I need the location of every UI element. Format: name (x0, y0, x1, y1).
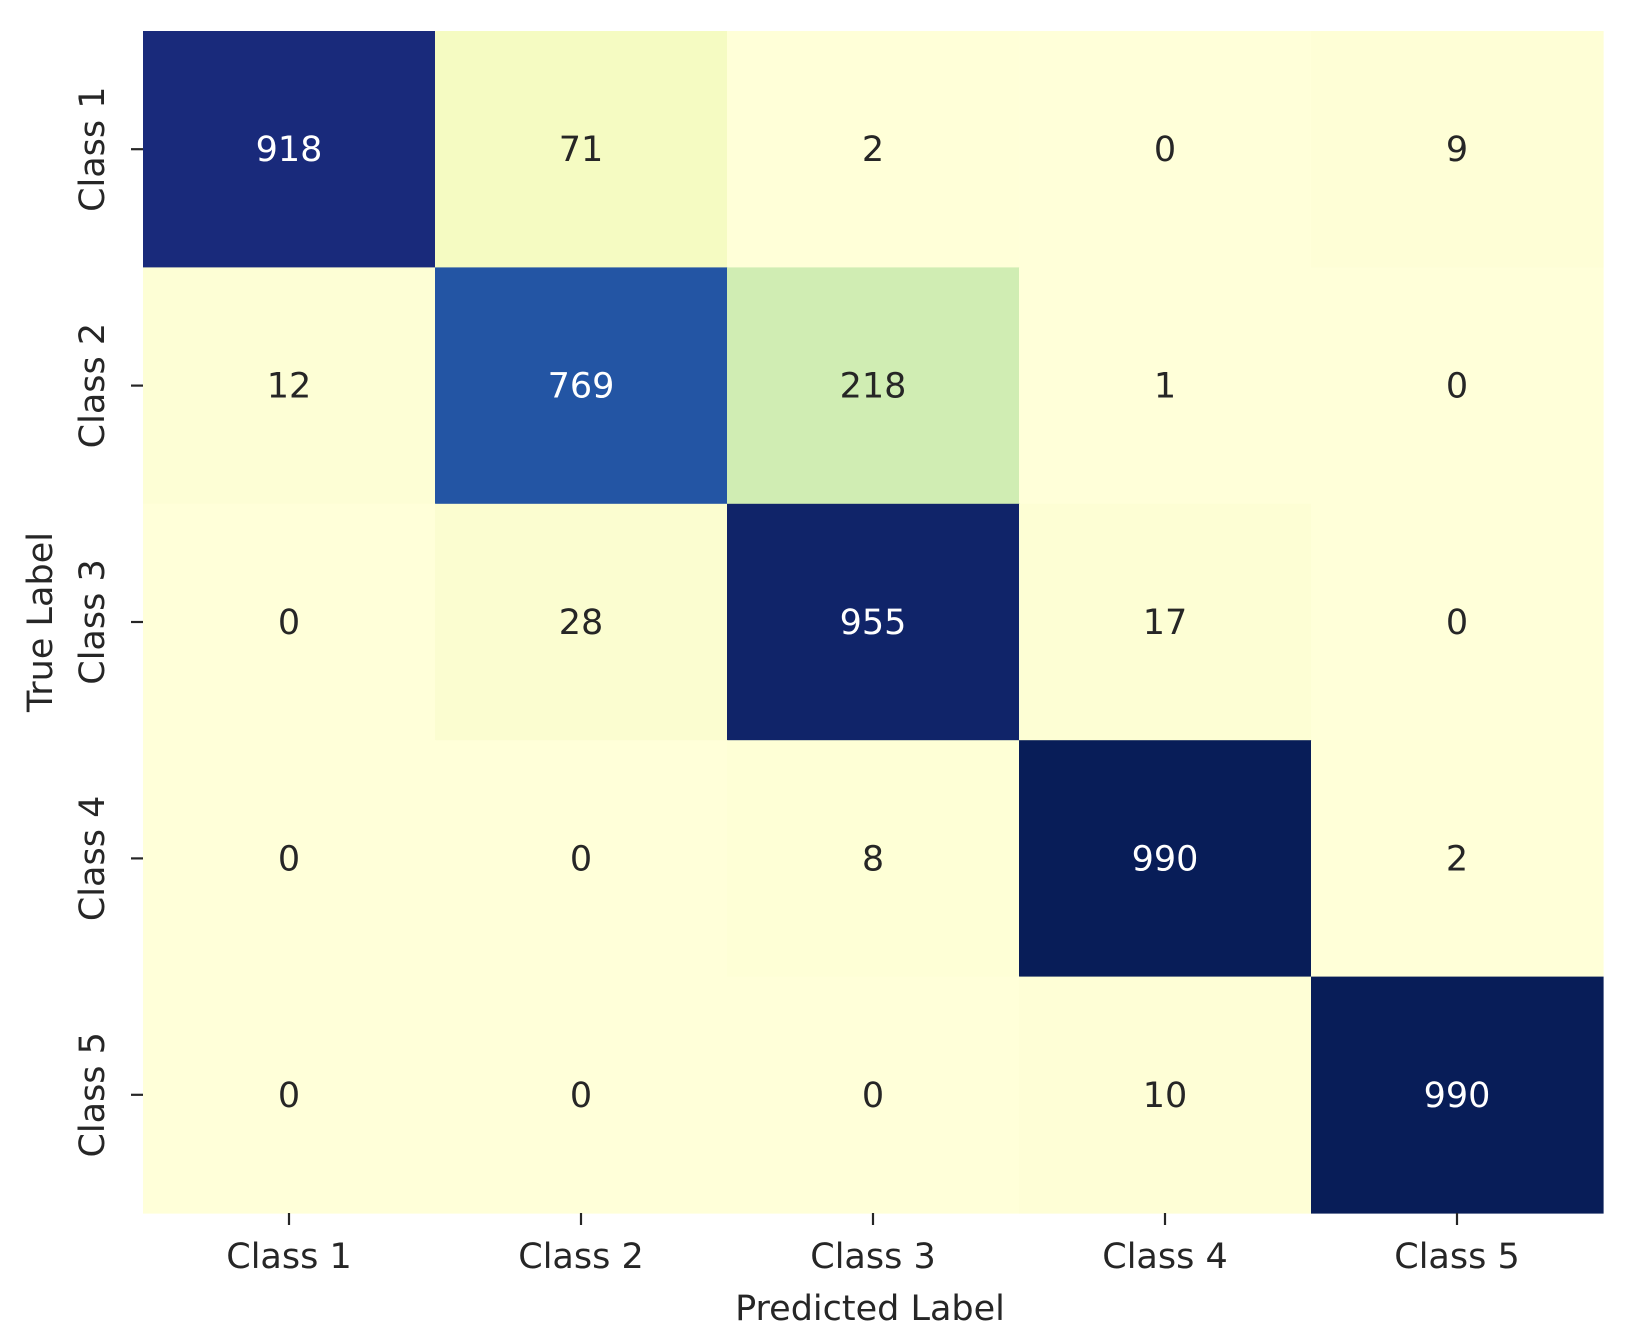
heatmap-cell-r1-c3 (727, 31, 1020, 268)
heatmap-cell-r2-c2 (435, 267, 728, 505)
heatmap-cell-r3-c5 (1311, 503, 1604, 741)
cell-value-r2-c3: 218 (840, 367, 907, 407)
heatmap-cell-r5-c3 (727, 976, 1020, 1214)
cell-value-r3-c4: 17 (1143, 603, 1188, 643)
heatmap-cell-r3-c4 (1019, 503, 1312, 741)
cell-value-r3-c2: 28 (559, 603, 604, 643)
cell-value-r3-c5: 0 (1446, 603, 1468, 643)
heatmap-cell-r3-c2 (435, 503, 728, 741)
heatmap-cell-r3-c1 (143, 503, 436, 741)
y-tick-label-1: Class 1 (73, 86, 113, 211)
heatmap-cell-r4-c4 (1019, 740, 1312, 978)
heatmap-cell-r2-c4 (1019, 267, 1312, 505)
y-axis: Class 1 Class 2 Class 3 Class 4 Class 5 (73, 86, 143, 1158)
heatmap-cells (143, 31, 1604, 1214)
cell-value-r1-c3: 2 (862, 130, 884, 170)
cell-value-r4-c1: 0 (278, 839, 300, 879)
cell-value-r5-c3: 0 (862, 1076, 884, 1116)
cell-value-r1-c2: 71 (559, 130, 604, 170)
cell-value-r2-c1: 12 (267, 367, 312, 407)
cell-value-r4-c5: 2 (1446, 839, 1468, 879)
x-tick-label-3: Class 3 (810, 1237, 935, 1277)
x-axis-label: Predicted Label (735, 1289, 1005, 1329)
heatmap-cell-r1-c5 (1311, 31, 1604, 268)
y-axis-label: True Label (21, 532, 61, 713)
heatmap-cell-r2-c3 (727, 267, 1020, 505)
cell-value-r5-c4: 10 (1143, 1076, 1188, 1116)
y-tick-label-2: Class 2 (73, 323, 113, 448)
cell-value-r5-c5: 990 (1424, 1076, 1491, 1116)
cell-value-r3-c3: 955 (840, 603, 907, 643)
cell-value-r5-c1: 0 (278, 1076, 300, 1116)
heatmap-cell-r4-c5 (1311, 740, 1604, 978)
x-tick-label-1: Class 1 (226, 1237, 351, 1277)
heatmap-cell-r1-c1 (143, 31, 436, 268)
heatmap-cell-r2-c1 (143, 267, 436, 505)
cell-value-r2-c4: 1 (1154, 367, 1176, 407)
x-tick-label-2: Class 2 (518, 1237, 643, 1277)
cell-value-r4-c4: 990 (1132, 839, 1199, 879)
heatmap-cell-r4-c2 (435, 740, 728, 978)
x-axis: Class 1 Class 2 Class 3 Class 4 Class 5 (226, 1213, 1520, 1277)
heatmap-cell-r3-c3 (727, 503, 1020, 741)
y-tick-label-3: Class 3 (73, 559, 113, 684)
y-tick-label-5: Class 5 (73, 1032, 113, 1157)
heatmap-cell-r5-c4 (1019, 976, 1312, 1214)
heatmap-cell-r5-c2 (435, 976, 728, 1214)
cell-value-r1-c5: 9 (1446, 130, 1468, 170)
cell-value-r2-c5: 0 (1446, 367, 1468, 407)
heatmap-cell-r4-c1 (143, 740, 436, 978)
cell-value-r1-c1: 918 (256, 130, 323, 170)
heatmap-cell-r2-c5 (1311, 267, 1604, 505)
cell-annotations: 918 71 2 0 912 769 218 1 00 28 955 17 00 0 8 990 20 0 0 10 9… (256, 130, 1491, 1116)
y-tick-label-4: Class 4 (73, 796, 113, 921)
cell-value-r3-c1: 0 (278, 603, 300, 643)
heatmap-cell-r1-c4 (1019, 31, 1312, 268)
x-tick-label-5: Class 5 (1394, 1237, 1519, 1277)
heatmap-cell-r5-c5 (1311, 976, 1604, 1214)
heatmap-cell-r1-c2 (435, 31, 728, 268)
cell-value-r4-c2: 0 (570, 839, 592, 879)
heatmap-cell-r4-c3 (727, 740, 1020, 978)
cell-value-r4-c3: 8 (862, 839, 884, 879)
heatmap-cell-r5-c1 (143, 976, 436, 1214)
cell-value-r1-c4: 0 (1154, 130, 1176, 170)
cell-value-r5-c2: 0 (570, 1076, 592, 1116)
cell-value-r2-c2: 769 (548, 367, 615, 407)
x-tick-label-4: Class 4 (1102, 1237, 1227, 1277)
